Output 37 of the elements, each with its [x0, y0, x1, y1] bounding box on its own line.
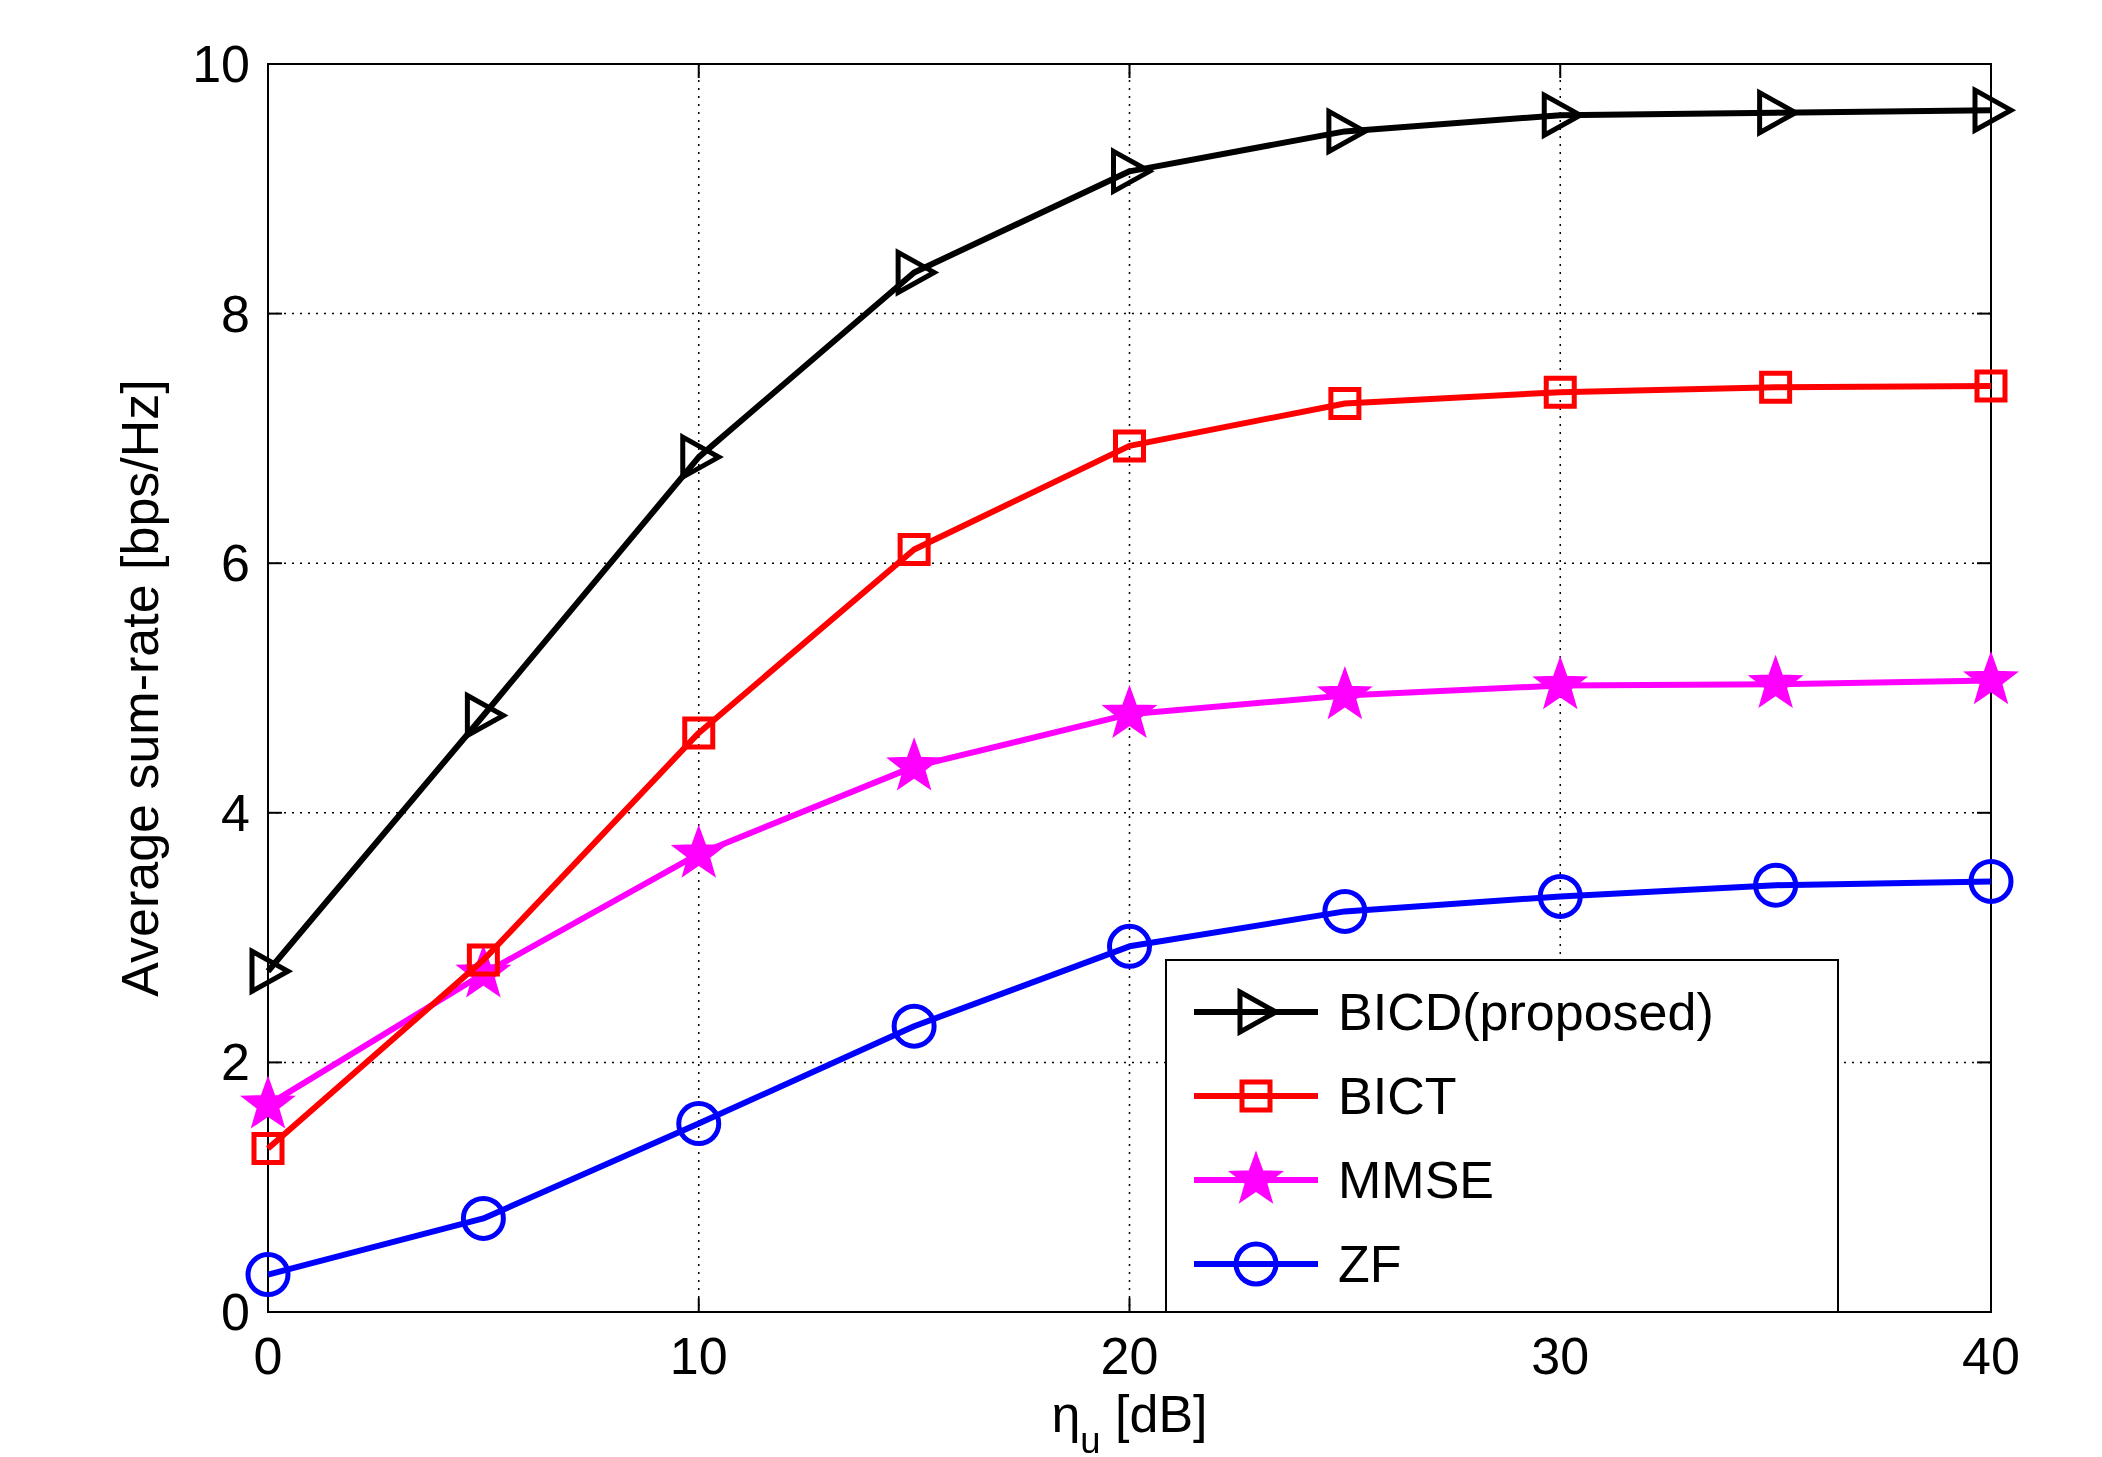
y-tick-label: 6 [221, 534, 250, 593]
point [1753, 862, 1799, 908]
y-tick-label: 8 [221, 284, 250, 343]
point [1537, 873, 1583, 919]
y-axis-title: Average sum-rate [bps/Hz] [111, 379, 169, 997]
x-axis-title: η$_{u}$ [dB] [1051, 1385, 1208, 1457]
y-tick-label: 4 [221, 783, 250, 842]
point [1974, 369, 2008, 403]
y-tick-label: 10 [192, 35, 250, 93]
legend-label: BICD(proposed) [1338, 983, 1714, 1041]
point [249, 948, 291, 994]
point [891, 1003, 937, 1049]
point [1328, 386, 1362, 420]
point [460, 1195, 506, 1241]
legend-label: BICT [1338, 1067, 1457, 1125]
x-tick-label: 40 [1962, 1327, 2020, 1385]
y-tick-label: 0 [221, 1283, 250, 1341]
point [1113, 429, 1146, 463]
point [1541, 92, 1583, 138]
point [1968, 858, 2014, 904]
point [676, 1101, 722, 1147]
point [897, 532, 931, 566]
x-tick-label: 30 [1531, 1327, 1590, 1385]
point [1757, 90, 1799, 136]
point [1759, 370, 1793, 404]
point [1107, 923, 1152, 969]
point [251, 1132, 285, 1166]
legend-label: ZF [1338, 1235, 1402, 1293]
x-tick-label: 20 [1100, 1327, 1159, 1385]
point [1543, 375, 1577, 409]
x-tick-label: 10 [669, 1327, 728, 1385]
point [682, 716, 716, 750]
point [1322, 888, 1368, 934]
point [1326, 108, 1368, 154]
point [1972, 87, 2014, 133]
legend-label: MMSE [1338, 1151, 1494, 1209]
y-tick-label: 2 [221, 1033, 250, 1092]
